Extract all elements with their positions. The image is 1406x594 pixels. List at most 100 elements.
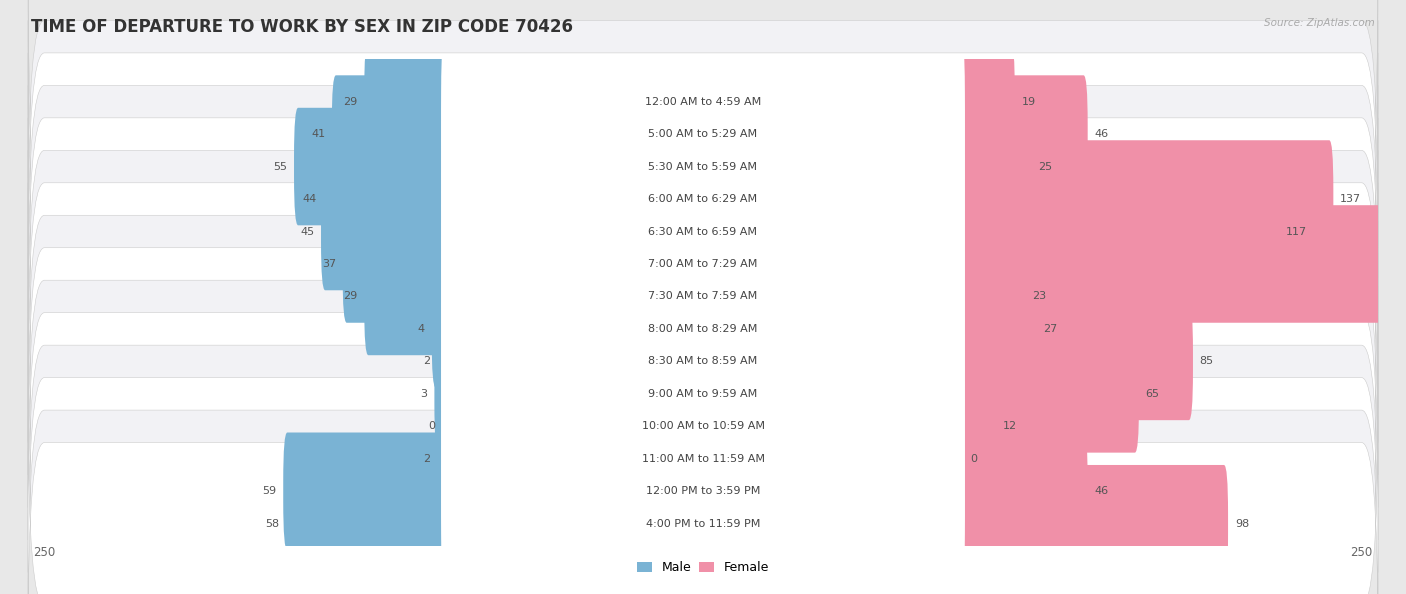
Text: 12: 12	[1002, 421, 1017, 431]
FancyBboxPatch shape	[28, 312, 1378, 540]
FancyBboxPatch shape	[441, 286, 965, 437]
FancyBboxPatch shape	[441, 384, 965, 534]
FancyBboxPatch shape	[441, 156, 965, 307]
FancyBboxPatch shape	[956, 205, 1406, 323]
FancyBboxPatch shape	[956, 108, 1031, 225]
FancyBboxPatch shape	[441, 319, 965, 469]
Text: 7:30 AM to 7:59 AM: 7:30 AM to 7:59 AM	[648, 292, 758, 301]
FancyBboxPatch shape	[28, 118, 1378, 345]
FancyBboxPatch shape	[28, 20, 1378, 248]
Text: 44: 44	[302, 194, 316, 204]
Text: 59: 59	[263, 486, 277, 496]
FancyBboxPatch shape	[956, 465, 1227, 583]
Text: 10:00 AM to 10:59 AM: 10:00 AM to 10:59 AM	[641, 421, 765, 431]
FancyBboxPatch shape	[28, 280, 1378, 507]
Text: 4:00 PM to 11:59 PM: 4:00 PM to 11:59 PM	[645, 519, 761, 529]
FancyBboxPatch shape	[956, 302, 1192, 420]
Text: TIME OF DEPARTURE TO WORK BY SEX IN ZIP CODE 70426: TIME OF DEPARTURE TO WORK BY SEX IN ZIP …	[31, 18, 572, 36]
FancyBboxPatch shape	[28, 378, 1378, 594]
FancyBboxPatch shape	[441, 59, 965, 209]
Text: 23: 23	[1032, 292, 1046, 301]
Text: 250: 250	[1350, 546, 1372, 559]
FancyBboxPatch shape	[332, 75, 450, 193]
FancyBboxPatch shape	[441, 448, 965, 594]
Text: 8:00 AM to 8:29 AM: 8:00 AM to 8:29 AM	[648, 324, 758, 334]
Legend: Male, Female: Male, Female	[631, 556, 775, 579]
Text: 19: 19	[1022, 97, 1036, 106]
Text: 2: 2	[423, 356, 430, 366]
Text: 29: 29	[343, 97, 357, 106]
FancyBboxPatch shape	[283, 432, 450, 550]
Text: 12:00 PM to 3:59 PM: 12:00 PM to 3:59 PM	[645, 486, 761, 496]
Text: 29: 29	[343, 292, 357, 301]
Text: 12:00 AM to 4:59 AM: 12:00 AM to 4:59 AM	[645, 97, 761, 106]
Text: 6:30 AM to 6:59 AM: 6:30 AM to 6:59 AM	[648, 226, 758, 236]
Text: 58: 58	[266, 519, 280, 529]
Text: 98: 98	[1234, 519, 1249, 529]
Text: 55: 55	[273, 162, 287, 172]
FancyBboxPatch shape	[437, 302, 450, 420]
FancyBboxPatch shape	[28, 345, 1378, 573]
Text: 8:30 AM to 8:59 AM: 8:30 AM to 8:59 AM	[648, 356, 758, 366]
FancyBboxPatch shape	[437, 400, 450, 517]
FancyBboxPatch shape	[441, 124, 965, 274]
Text: 65: 65	[1146, 389, 1160, 399]
FancyBboxPatch shape	[294, 108, 450, 225]
FancyBboxPatch shape	[321, 173, 450, 290]
FancyBboxPatch shape	[441, 254, 965, 404]
FancyBboxPatch shape	[28, 410, 1378, 594]
Text: 5:30 AM to 5:59 AM: 5:30 AM to 5:59 AM	[648, 162, 758, 172]
FancyBboxPatch shape	[434, 335, 450, 453]
Text: 46: 46	[1094, 129, 1108, 139]
Text: 85: 85	[1199, 356, 1213, 366]
FancyBboxPatch shape	[441, 91, 965, 242]
Text: 6:00 AM to 6:29 AM: 6:00 AM to 6:29 AM	[648, 194, 758, 204]
FancyBboxPatch shape	[28, 150, 1378, 378]
FancyBboxPatch shape	[28, 248, 1378, 475]
Text: Source: ZipAtlas.com: Source: ZipAtlas.com	[1264, 18, 1375, 28]
Text: 45: 45	[299, 226, 315, 236]
FancyBboxPatch shape	[956, 368, 995, 485]
FancyBboxPatch shape	[441, 416, 965, 566]
FancyBboxPatch shape	[956, 270, 1036, 388]
Text: 5:00 AM to 5:29 AM: 5:00 AM to 5:29 AM	[648, 129, 758, 139]
Text: 2: 2	[423, 454, 430, 464]
Text: 0: 0	[970, 454, 977, 464]
FancyBboxPatch shape	[28, 0, 1378, 215]
FancyBboxPatch shape	[441, 351, 965, 501]
FancyBboxPatch shape	[956, 75, 1088, 193]
Text: 41: 41	[311, 129, 325, 139]
Text: 27: 27	[1043, 324, 1057, 334]
FancyBboxPatch shape	[956, 173, 1279, 290]
FancyBboxPatch shape	[28, 86, 1378, 312]
FancyBboxPatch shape	[441, 222, 965, 371]
FancyBboxPatch shape	[441, 27, 965, 176]
FancyBboxPatch shape	[956, 238, 1025, 355]
FancyBboxPatch shape	[956, 43, 1015, 160]
FancyBboxPatch shape	[956, 140, 1333, 258]
FancyBboxPatch shape	[364, 43, 450, 160]
FancyBboxPatch shape	[28, 53, 1378, 280]
Text: 7:00 AM to 7:29 AM: 7:00 AM to 7:29 AM	[648, 259, 758, 269]
FancyBboxPatch shape	[956, 432, 1088, 550]
FancyBboxPatch shape	[441, 189, 965, 339]
FancyBboxPatch shape	[323, 140, 450, 258]
Text: 3: 3	[420, 389, 427, 399]
FancyBboxPatch shape	[28, 183, 1378, 410]
Text: 11:00 AM to 11:59 AM: 11:00 AM to 11:59 AM	[641, 454, 765, 464]
FancyBboxPatch shape	[432, 270, 450, 388]
Text: 4: 4	[418, 324, 425, 334]
Text: 117: 117	[1286, 226, 1308, 236]
Text: 137: 137	[1340, 194, 1361, 204]
FancyBboxPatch shape	[343, 205, 450, 323]
Text: 25: 25	[1038, 162, 1052, 172]
Text: 37: 37	[322, 259, 336, 269]
FancyBboxPatch shape	[285, 465, 450, 583]
Text: 250: 250	[34, 546, 56, 559]
FancyBboxPatch shape	[28, 215, 1378, 443]
Text: 9:00 AM to 9:59 AM: 9:00 AM to 9:59 AM	[648, 389, 758, 399]
FancyBboxPatch shape	[956, 335, 1139, 453]
Text: 0: 0	[429, 421, 436, 431]
Text: 46: 46	[1094, 486, 1108, 496]
FancyBboxPatch shape	[364, 238, 450, 355]
